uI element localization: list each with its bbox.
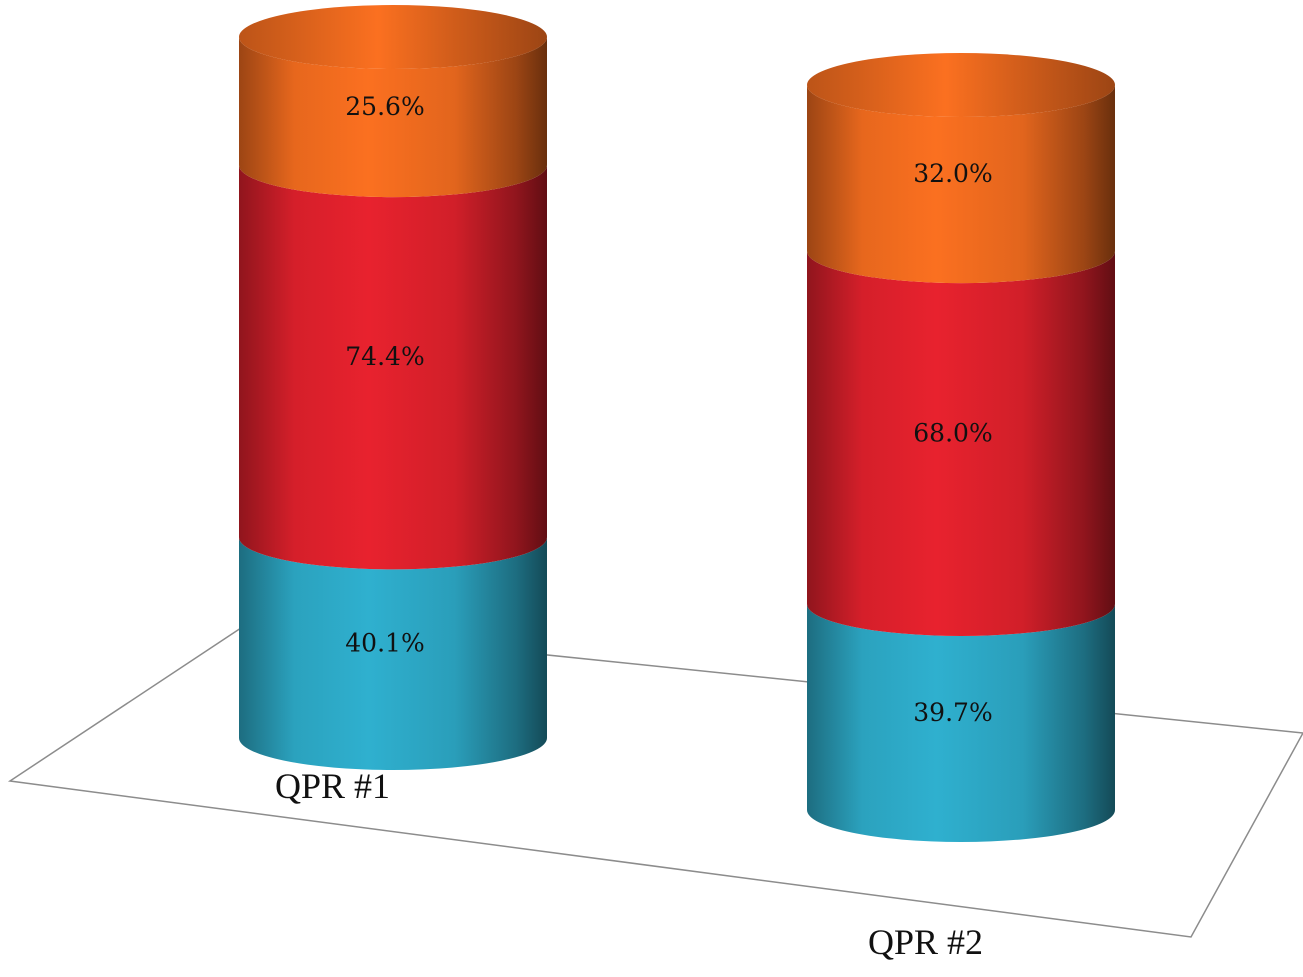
category-label: QPR #2 xyxy=(868,922,983,962)
data-label: 39.7% xyxy=(913,698,992,727)
chart-category-labels: QPR #1 QPR #2 xyxy=(275,766,983,962)
bar-segment xyxy=(239,165,547,570)
bar-top-cap xyxy=(239,5,547,69)
bar-segment xyxy=(807,251,1115,636)
bar-segment xyxy=(239,37,547,198)
chart-bars xyxy=(239,5,1115,842)
data-label: 25.6% xyxy=(345,92,424,121)
data-label: 74.4% xyxy=(345,342,424,371)
data-label: 32.0% xyxy=(913,159,992,188)
bar-segment xyxy=(807,603,1115,842)
data-label: 68.0% xyxy=(913,419,992,448)
bar-top-cap xyxy=(807,53,1115,117)
chart-data-labels: 40.1% 74.4% 25.6% 39.7% 68.0% 32.0% xyxy=(345,92,992,727)
bar-segment xyxy=(239,537,547,770)
bar-segment xyxy=(807,85,1115,284)
category-label: QPR #1 xyxy=(275,766,390,806)
data-label: 40.1% xyxy=(345,629,424,658)
